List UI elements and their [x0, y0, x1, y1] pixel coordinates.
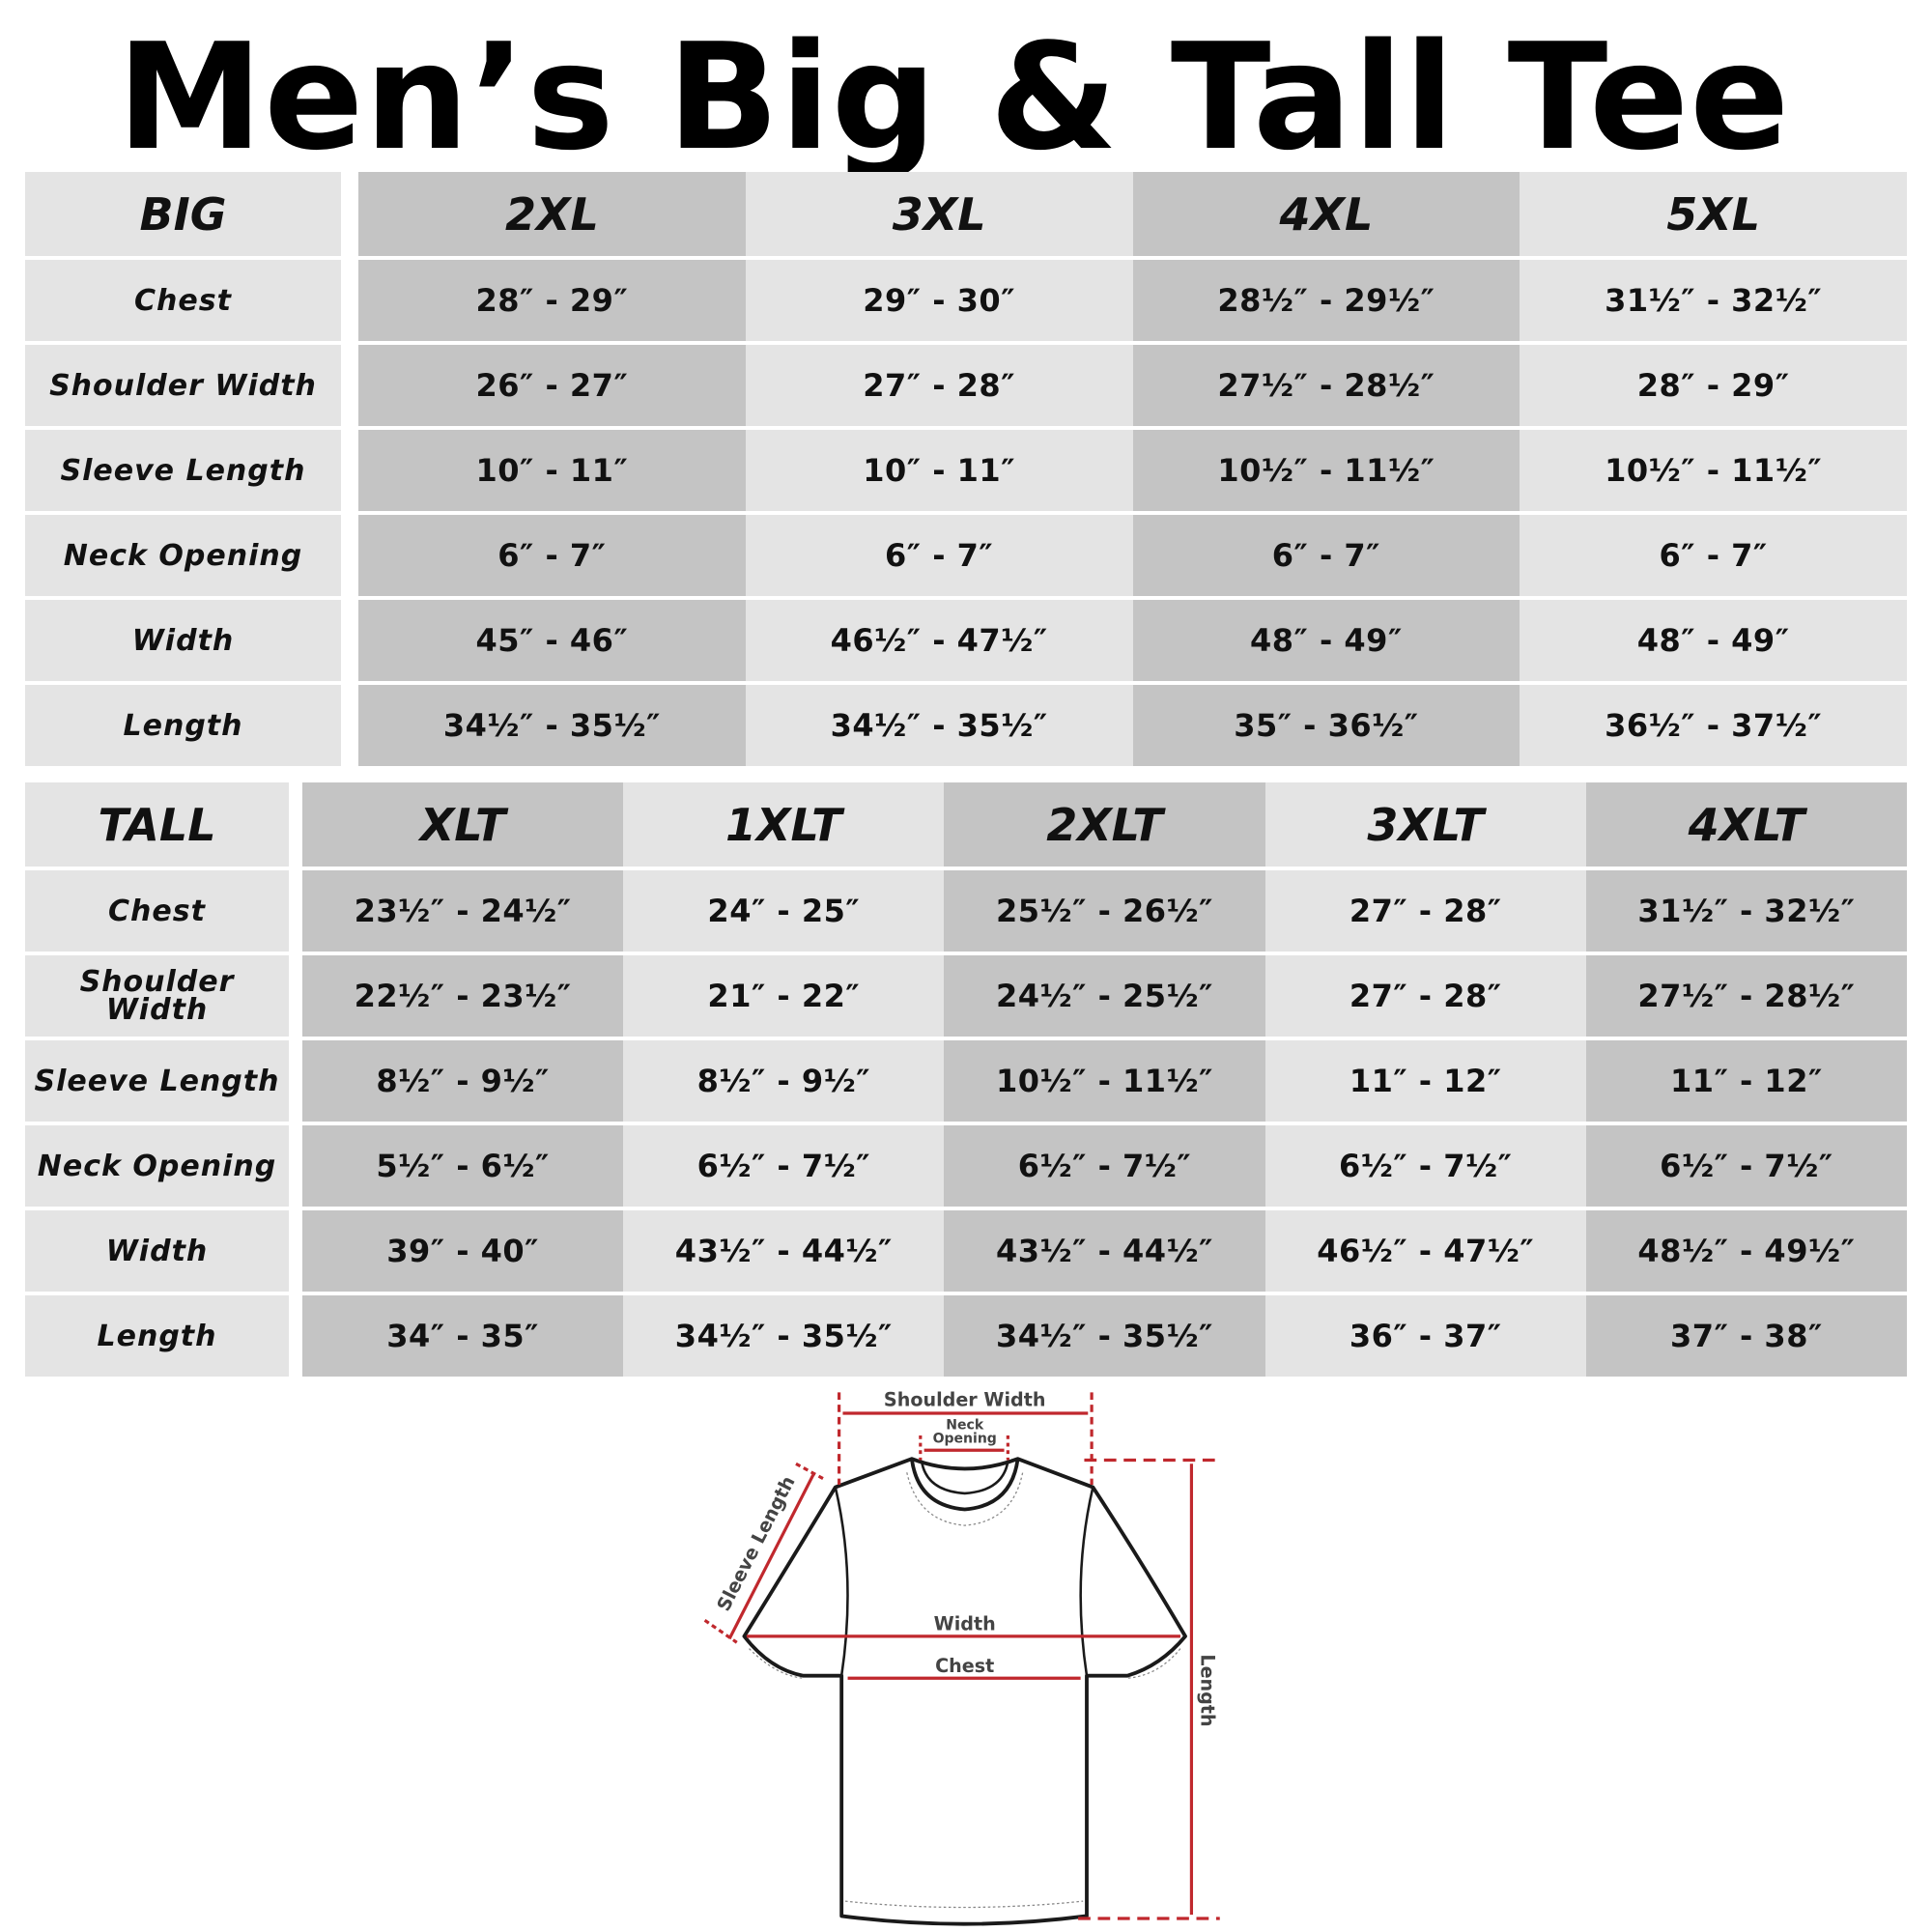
row-label: Neck Opening — [25, 515, 341, 596]
row-label: Shoulder Width — [25, 955, 289, 1037]
measurement-cell: 34½″ - 35½″ — [623, 1295, 945, 1377]
measurement-cell: 6½″ - 7½″ — [1585, 1125, 1907, 1207]
label-length: Length — [1197, 1654, 1219, 1726]
measurement-cell: 6½″ - 7½″ — [623, 1125, 945, 1207]
measurement-cell: 6″ - 7″ — [1520, 515, 1907, 596]
measurement-cell: 27″ - 28″ — [1264, 955, 1586, 1037]
row-label: Neck Opening — [25, 1125, 289, 1207]
measurement-cell: 34½″ - 35½″ — [358, 685, 746, 766]
label-chest: Chest — [935, 1655, 994, 1677]
measurement-cell: 10½″ - 11½″ — [1132, 430, 1520, 511]
table-section-label: BIG — [25, 172, 341, 256]
measurement-cell: 6½″ - 7½″ — [1264, 1125, 1586, 1207]
page-title: Men’s Big & Tall Tee — [117, 12, 1791, 183]
measurement-cell: 48½″ - 49½″ — [1585, 1210, 1907, 1292]
measurement-cell: 24½″ - 25½″ — [944, 955, 1265, 1037]
size-header: 3XLT — [1264, 782, 1586, 867]
tall-size-table: TALL XLT 1XLT 2XLT 3XLT 4XLT Chest 23½″ - 24½″ 2… — [25, 782, 1907, 1377]
measurement-cell: 45″ - 46″ — [358, 600, 746, 681]
measurement-cell: 6″ - 7″ — [1132, 515, 1520, 596]
measurement-cell: 27½″ - 28½″ — [1585, 955, 1907, 1037]
measurement-cell: 34½″ - 35½″ — [944, 1295, 1265, 1377]
measurement-cell: 27″ - 28″ — [1264, 870, 1586, 952]
size-header: 4XLT — [1585, 782, 1907, 867]
measurement-cell: 21″ - 22″ — [623, 955, 945, 1037]
measurement-cell: 28″ - 29″ — [1520, 345, 1907, 426]
measurement-lines — [703, 1392, 1220, 1920]
row-label: Sleeve Length — [25, 1040, 289, 1122]
measurement-cell: 43½″ - 44½″ — [944, 1210, 1265, 1292]
size-header: 2XL — [358, 172, 746, 256]
measurement-cell: 8½″ - 9½″ — [302, 1040, 624, 1122]
measurement-cell: 31½″ - 32½″ — [1520, 260, 1907, 341]
measurement-cell: 6″ - 7″ — [358, 515, 746, 596]
measurement-cell: 31½″ - 32½″ — [1585, 870, 1907, 952]
measurement-cell: 11″ - 12″ — [1585, 1040, 1907, 1122]
measurement-cell: 29″ - 30″ — [745, 260, 1133, 341]
row-label: Shoulder Width — [25, 345, 341, 426]
table-section-label: TALL — [25, 782, 289, 867]
measurement-cell: 10″ - 11″ — [745, 430, 1133, 511]
measurement-cell: 27″ - 28″ — [745, 345, 1133, 426]
measurement-cell: 36½″ - 37½″ — [1520, 685, 1907, 766]
measurement-cell: 8½″ - 9½″ — [623, 1040, 945, 1122]
row-label: Sleeve Length — [25, 430, 341, 511]
size-header: 1XLT — [623, 782, 945, 867]
measurement-cell: 11″ - 12″ — [1264, 1040, 1586, 1122]
measurement-cell: 10″ - 11″ — [358, 430, 746, 511]
measurement-cell: 43½″ - 44½″ — [623, 1210, 945, 1292]
row-label: Length — [25, 1295, 289, 1377]
row-label: Width — [25, 1210, 289, 1292]
size-header: XLT — [302, 782, 624, 867]
measurement-cell: 27½″ - 28½″ — [1132, 345, 1520, 426]
measurement-cell: 34½″ - 35½″ — [745, 685, 1133, 766]
row-label: Chest — [25, 870, 289, 952]
measurement-cell: 28″ - 29″ — [358, 260, 746, 341]
tshirt-outline — [742, 1457, 1187, 1926]
row-label: Length — [25, 685, 341, 766]
measurement-cell: 35″ - 36½″ — [1132, 685, 1520, 766]
measurement-cell: 10½″ - 11½″ — [944, 1040, 1265, 1122]
label-sleeve-length: Sleeve Length — [712, 1472, 799, 1614]
measurement-cell: 6″ - 7″ — [745, 515, 1133, 596]
measurement-cell: 26″ - 27″ — [358, 345, 746, 426]
measurement-cell: 23½″ - 24½″ — [302, 870, 624, 952]
measurement-cell: 25½″ - 26½″ — [944, 870, 1265, 952]
measurement-cell: 5½″ - 6½″ — [302, 1125, 624, 1207]
measurement-cell: 39″ - 40″ — [302, 1210, 624, 1292]
measurement-cell: 46½″ - 47½″ — [1264, 1210, 1586, 1292]
measurement-cell: 36″ - 37″ — [1264, 1295, 1586, 1377]
measurement-cell: 28½″ - 29½″ — [1132, 260, 1520, 341]
row-label: Chest — [25, 260, 341, 341]
measurement-cell: 48″ - 49″ — [1520, 600, 1907, 681]
label-width: Width — [934, 1612, 996, 1634]
big-size-table: BIG 2XL 3XL 4XL 5XL Chest 28″ - 29″ 29″ - 30″ 28… — [25, 172, 1907, 766]
measurement-cell: 34″ - 35″ — [302, 1295, 624, 1377]
measurement-cell: 48″ - 49″ — [1132, 600, 1520, 681]
label-neck: Neck — [946, 1418, 984, 1434]
measurement-cell: 46½″ - 47½″ — [745, 600, 1133, 681]
size-header: 3XL — [745, 172, 1133, 256]
measurement-cell: 10½″ - 11½″ — [1520, 430, 1907, 511]
size-header: 4XL — [1132, 172, 1520, 256]
measurement-cell: 22½″ - 23½″ — [302, 955, 624, 1037]
measurement-cell: 37″ - 38″ — [1585, 1295, 1907, 1377]
measurement-cell: 24″ - 25″ — [623, 870, 945, 952]
label-opening: Opening — [933, 1432, 997, 1447]
size-header: 5XL — [1520, 172, 1907, 256]
label-shoulder-width: Shoulder Width — [884, 1388, 1046, 1410]
measurement-cell: 6½″ - 7½″ — [944, 1125, 1265, 1207]
size-header: 2XLT — [944, 782, 1265, 867]
row-label: Width — [25, 600, 341, 681]
